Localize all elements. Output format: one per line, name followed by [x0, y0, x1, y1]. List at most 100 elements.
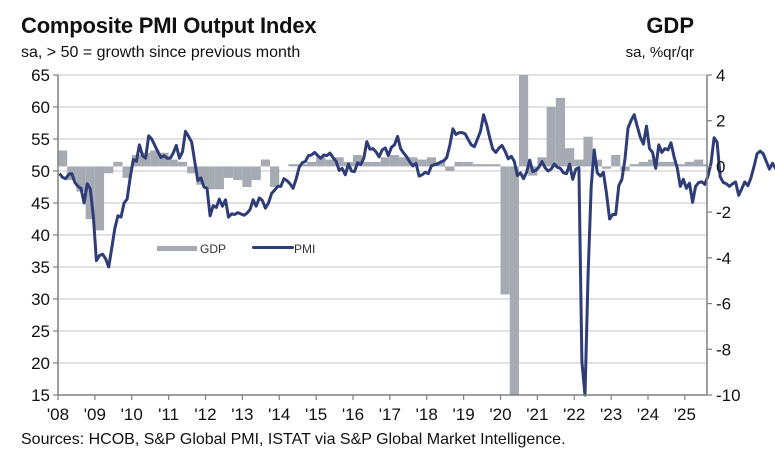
gdp-bar [306, 161, 317, 167]
right-axis-title: GDP [646, 13, 694, 38]
gdp-bar [316, 157, 326, 167]
right-axis-subtitle: sa, %qr/qr [625, 44, 694, 61]
x-tick-label: '16 [342, 405, 364, 424]
legend-gdp-swatch [157, 246, 197, 251]
pmi-line-group [58, 113, 775, 397]
gdp-bar [684, 161, 695, 167]
gdp-bar [196, 166, 206, 185]
gdp-bar [113, 161, 123, 167]
gdp-bar [408, 157, 418, 167]
legend-gdp-label: GDP [200, 242, 226, 256]
gdp-bar [482, 164, 492, 167]
right-tick-label: -6 [716, 295, 731, 314]
x-tick-label: '11 [158, 405, 179, 424]
gdp-bar [205, 166, 215, 190]
right-tick-label: -2 [716, 203, 731, 222]
gdp-bar [555, 97, 566, 167]
x-tick-label: '08 [47, 405, 69, 424]
gdp-bar [223, 166, 234, 178]
x-tick-label: '20 [489, 405, 511, 424]
gdp-bar [417, 159, 427, 167]
x-tick-label: '24 [637, 405, 659, 424]
gdp-bar [58, 150, 68, 167]
x-tick-label: '15 [305, 405, 327, 424]
left-tick-label: 25 [31, 322, 50, 341]
left-tick-label: 55 [31, 130, 50, 149]
gdp-bar [325, 159, 335, 167]
gdp-bar [675, 164, 685, 167]
x-tick-label: '22 [563, 405, 585, 424]
left-tick-label: 45 [31, 194, 50, 213]
x-tick-label: '17 [379, 405, 401, 424]
gdp-bar [546, 107, 556, 167]
left-tick-label: 60 [31, 98, 50, 117]
gdp-bar [629, 164, 639, 167]
gdp-bar [399, 157, 409, 167]
gdp-bar [648, 159, 658, 167]
gdp-bar [500, 166, 510, 295]
right-tick-label: -8 [716, 340, 731, 359]
x-tick-label: '23 [600, 405, 622, 424]
gdp-bar [187, 166, 197, 174]
x-tick-label: '09 [84, 405, 106, 424]
gdp-bar [177, 161, 188, 167]
gdp-bar [454, 161, 464, 167]
gdp-bar [703, 164, 707, 167]
left-tick-label: 35 [31, 258, 50, 277]
right-tick-label: -4 [716, 249, 731, 268]
x-tick-label: '18 [416, 405, 438, 424]
gridlines [58, 74, 707, 364]
gdp-bar [565, 148, 575, 167]
x-tick-label: '12 [194, 405, 216, 424]
gdp-bar [76, 166, 86, 192]
gdp-bar [242, 166, 252, 187]
gdp-bar [380, 157, 390, 167]
gdp-bar [509, 166, 519, 395]
x-tick-label: '10 [121, 405, 143, 424]
left-tick-label: 40 [31, 226, 50, 245]
legend-pmi-swatch [252, 246, 294, 249]
right-tick-label: 0 [716, 157, 725, 176]
gdp-bar [104, 166, 114, 174]
chart-subtitle: sa, > 50 = growth since previous month [21, 44, 301, 61]
gdp-bar [583, 136, 593, 167]
gdp-bar [168, 159, 178, 167]
gdp-bar [150, 150, 160, 167]
x-tick-label: '25 [674, 405, 696, 424]
gdp-bar [362, 161, 372, 167]
x-tick-label: '19 [453, 405, 475, 424]
x-tick-label: '13 [231, 405, 253, 424]
gdp-bar [463, 161, 473, 167]
x-tick-label: '14 [268, 405, 290, 424]
gdp-bar [574, 159, 584, 167]
gdp-bar [518, 75, 529, 167]
gdp-bar [491, 164, 501, 167]
gdp-bar [666, 161, 676, 167]
gdp-bar [270, 166, 280, 187]
gdp-bar [353, 155, 363, 167]
right-tick-label: -10 [716, 386, 741, 405]
legend: GDP PMI [157, 242, 315, 256]
source-note: Sources: HCOB, S&P Global PMI, ISTAT via… [21, 431, 566, 448]
gdp-bar [159, 152, 169, 167]
gdp-bar [233, 166, 243, 181]
gdp-bar [334, 157, 344, 167]
gdp-bar [94, 166, 105, 231]
gdp-bar [122, 166, 132, 178]
gdp-bar [638, 161, 648, 167]
gdp-bar [288, 164, 298, 167]
right-tick-label: 4 [716, 66, 725, 85]
gdp-bar [426, 157, 436, 167]
gdp-bar [445, 166, 455, 171]
legend-pmi-label: PMI [294, 242, 315, 256]
left-tick-label: 15 [31, 386, 50, 405]
left-tick-label: 65 [31, 66, 50, 85]
gdp-bar [657, 161, 667, 167]
gdp-bar [214, 166, 224, 190]
chart-title: Composite PMI Output Index [21, 13, 317, 38]
gdp-bar [472, 164, 483, 167]
gdp-bar [694, 159, 704, 167]
gdp-bar [611, 155, 621, 167]
